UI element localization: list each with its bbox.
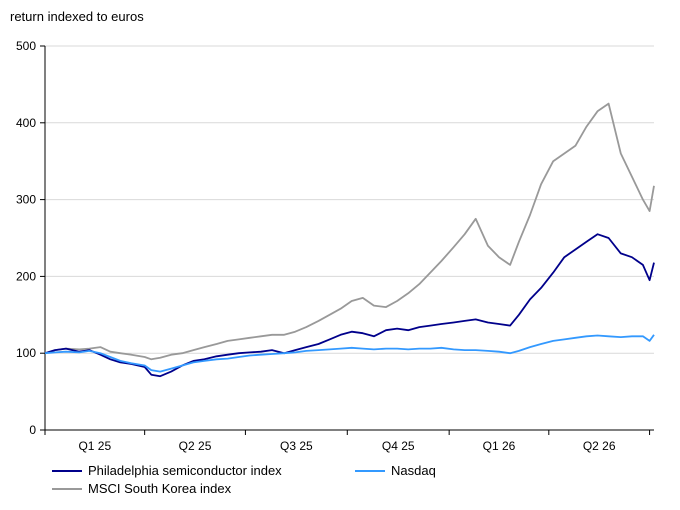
x-tick-label: Q1 25	[78, 439, 111, 453]
x-tick-label: Q1 26	[483, 439, 516, 453]
chart-title: return indexed to euros	[10, 9, 144, 24]
legend-label: MSCI South Korea index	[88, 481, 232, 496]
x-tick-label: Q4 25	[382, 439, 415, 453]
gridlines	[45, 45, 654, 354]
y-tick-label: 200	[16, 269, 36, 283]
x-tick-label: Q2 25	[179, 439, 212, 453]
y-tick-label: 500	[16, 39, 36, 53]
series-line-1	[44, 334, 655, 373]
legend-label: Philadelphia semiconductor index	[88, 463, 282, 478]
x-tick-label: Q3 25	[280, 439, 313, 453]
series-lines	[44, 102, 655, 378]
series-line-0	[44, 233, 655, 378]
y-tick-label: 100	[16, 346, 36, 360]
legend-item-msci-korea: MSCI South Korea index	[52, 481, 231, 496]
x-tick-label: Q2 26	[583, 439, 616, 453]
legend-item-nasdaq: Nasdaq	[355, 463, 436, 478]
legend-swatch	[355, 469, 385, 472]
legend-item-philadelphia: Philadelphia semiconductor index	[52, 463, 282, 478]
axes: 0 100 200 300 400 500 Q1 25 Q2 25 Q3 25 Q4 25 Q1 2…	[16, 39, 654, 453]
y-tick-label: 300	[16, 193, 36, 207]
legend-swatch	[52, 469, 82, 472]
y-tick-label: 400	[16, 116, 36, 130]
y-tick-label: 0	[29, 423, 36, 437]
legend-label: Nasdaq	[391, 463, 436, 478]
series-line-2	[44, 102, 655, 361]
legend-swatch	[52, 487, 82, 490]
